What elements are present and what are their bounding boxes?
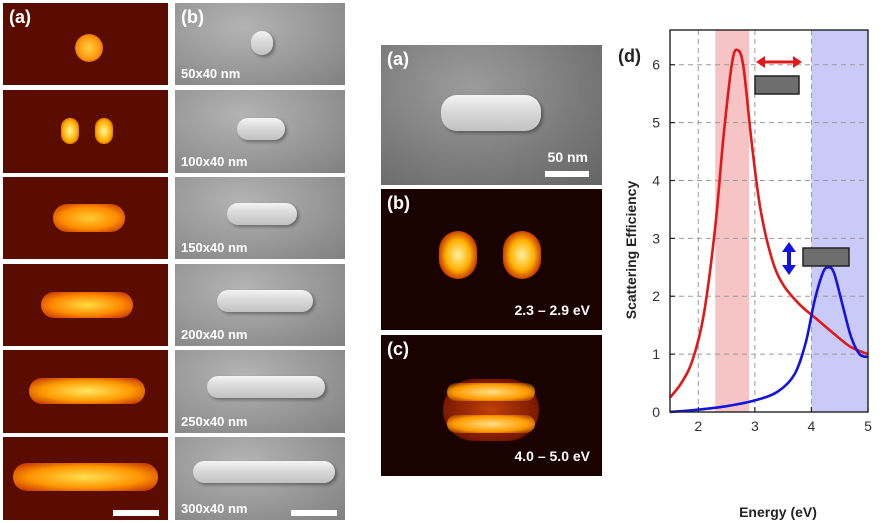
panel-label-d: (d) bbox=[618, 46, 641, 66]
energy-label: 4.0 – 5.0 eV bbox=[514, 448, 590, 464]
scale-bar bbox=[545, 171, 589, 177]
y-tick-label: 1 bbox=[652, 346, 660, 362]
scale-bar bbox=[113, 510, 159, 516]
heat-spot bbox=[53, 204, 125, 232]
arrowhead-icon bbox=[793, 56, 802, 68]
panel-label-b: (b) bbox=[387, 193, 410, 213]
nanorod bbox=[227, 203, 297, 225]
y-tick-label: 2 bbox=[652, 288, 660, 304]
y-axis-label: Scattering Efficiency bbox=[623, 181, 639, 320]
sem-panel-1: (b) 50x40 nm bbox=[175, 3, 345, 85]
nanorod bbox=[237, 118, 285, 140]
x-axis-label: Energy (eV) bbox=[739, 504, 817, 520]
sem-panel-4: 200x40 nm bbox=[175, 264, 345, 346]
heat-spot bbox=[13, 463, 158, 491]
scale-label: 50 nm bbox=[547, 149, 588, 165]
y-tick-label: 0 bbox=[652, 404, 660, 420]
sem-panel-6: 300x40 nm bbox=[175, 437, 345, 520]
horizontal-rod-icon bbox=[754, 75, 800, 95]
heatmap-panel-4 bbox=[3, 264, 168, 346]
size-label: 300x40 nm bbox=[181, 501, 248, 516]
heat-spot bbox=[447, 415, 535, 433]
shaded-band bbox=[811, 30, 868, 412]
x-tick-label: 2 bbox=[694, 418, 702, 434]
heat-spot bbox=[439, 231, 477, 279]
arrowhead-icon bbox=[782, 242, 796, 252]
heatmap-panel-3 bbox=[3, 177, 168, 259]
heat-spot bbox=[447, 383, 535, 401]
nanorod bbox=[193, 461, 335, 483]
sem-panel-2: 100x40 nm bbox=[175, 90, 345, 173]
arrowhead-icon bbox=[756, 56, 765, 68]
heat-spot bbox=[61, 118, 79, 144]
sem-panel-3: 150x40 nm bbox=[175, 177, 345, 259]
size-label: 200x40 nm bbox=[181, 327, 248, 342]
panel-label-c: (c) bbox=[387, 339, 409, 359]
heatmap-panel-5 bbox=[3, 350, 168, 433]
nanorod bbox=[207, 376, 325, 398]
energy-label: 2.3 – 2.9 eV bbox=[514, 302, 590, 318]
series-line-2 bbox=[669, 265, 869, 414]
heat-spot bbox=[95, 118, 113, 144]
y-tick-label: 4 bbox=[652, 172, 660, 188]
scattering-chart: (d) 2 3 4 5 0 1 2 3 4 5 6 Scattering Efficiency En… bbox=[618, 29, 872, 520]
heat-spot bbox=[75, 34, 103, 62]
panel-label-b: (b) bbox=[181, 7, 204, 27]
size-label: 250x40 nm bbox=[181, 414, 248, 429]
shaded-band bbox=[715, 30, 750, 412]
nanorod bbox=[251, 31, 273, 55]
series-line-1 bbox=[668, 48, 869, 399]
x-tick-label: 5 bbox=[864, 418, 872, 434]
sem-panel-5: 250x40 nm bbox=[175, 350, 345, 433]
x-tick-label: 4 bbox=[808, 418, 816, 434]
nanorod bbox=[217, 290, 313, 312]
nanorod bbox=[441, 95, 541, 131]
size-label: 150x40 nm bbox=[181, 240, 248, 255]
heatmap-panel-quadrupole: (c) 4.0 – 5.0 eV bbox=[381, 335, 602, 476]
panel-label-a: (a) bbox=[387, 49, 409, 69]
y-tick-label: 5 bbox=[652, 115, 660, 131]
heatmap-panel-dipole: (b) 2.3 – 2.9 eV bbox=[381, 189, 602, 330]
heatmap-panel-6 bbox=[3, 437, 168, 520]
y-tick-label: 3 bbox=[652, 230, 660, 246]
heatmap-panel-2 bbox=[3, 90, 168, 173]
arrowhead-icon bbox=[782, 265, 796, 275]
heatmap-panel-1: (a) bbox=[3, 3, 168, 85]
size-label: 50x40 nm bbox=[181, 66, 241, 81]
scale-bar bbox=[291, 510, 337, 516]
vertical-rod-icon bbox=[802, 247, 850, 267]
x-tick-label: 3 bbox=[751, 418, 759, 434]
heat-spot bbox=[41, 292, 133, 318]
y-tick-label: 6 bbox=[652, 57, 660, 73]
size-label: 100x40 nm bbox=[181, 154, 248, 169]
plot-frame bbox=[669, 29, 869, 413]
heat-spot bbox=[503, 231, 541, 279]
panel-label-a: (a) bbox=[9, 7, 31, 27]
heat-spot bbox=[29, 378, 145, 404]
sem-panel-large: (a) 50 nm bbox=[381, 45, 602, 185]
